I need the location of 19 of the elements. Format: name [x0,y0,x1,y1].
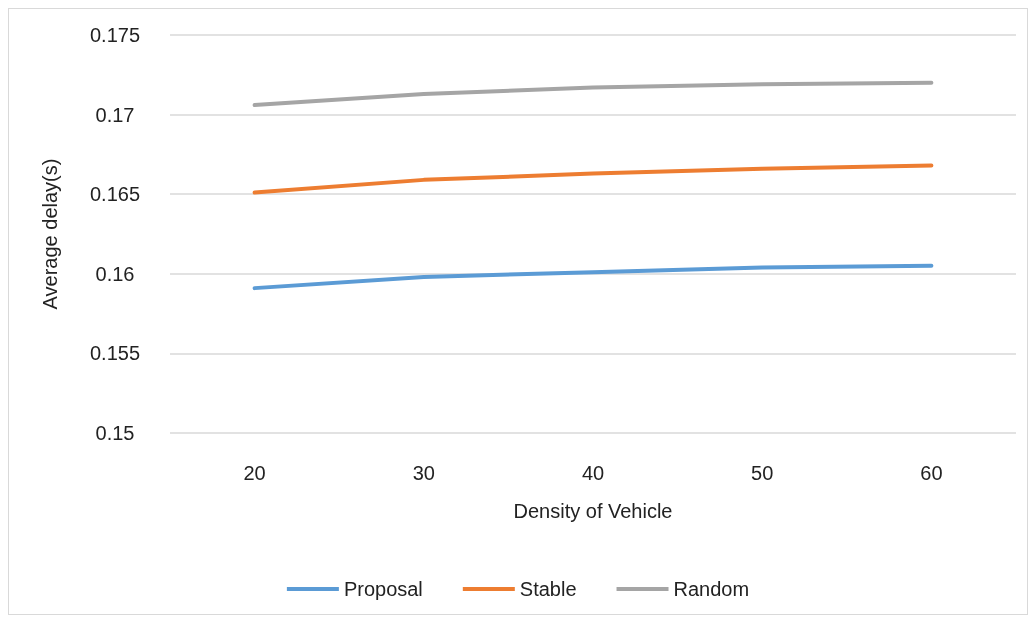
legend-label: Stable [519,578,577,600]
y-tick-label: 0.16 [95,262,135,285]
legend-label: Proposal [343,578,423,600]
x-tick-label: 60 [920,462,943,484]
y-tick-label: 0.175 [89,24,141,46]
line-series [252,80,934,108]
y-axis-title: Average delay(s) [39,158,61,310]
y-tick-label: 0.17 [95,103,135,126]
x-tick-label: 30 [412,462,435,484]
y-tick-label: 0.15 [95,422,135,444]
x-tick-label: 50 [751,462,774,484]
y-tick-label: 0.165 [89,183,141,206]
line-series [252,263,934,291]
x-tick-label: 40 [581,462,605,484]
line-series [252,163,934,195]
y-tick-label: 0.155 [89,342,141,365]
legend-label: Random [673,578,750,600]
x-tick-label: 20 [243,462,266,484]
x-axis-title: Density of Vehicle [513,500,673,522]
